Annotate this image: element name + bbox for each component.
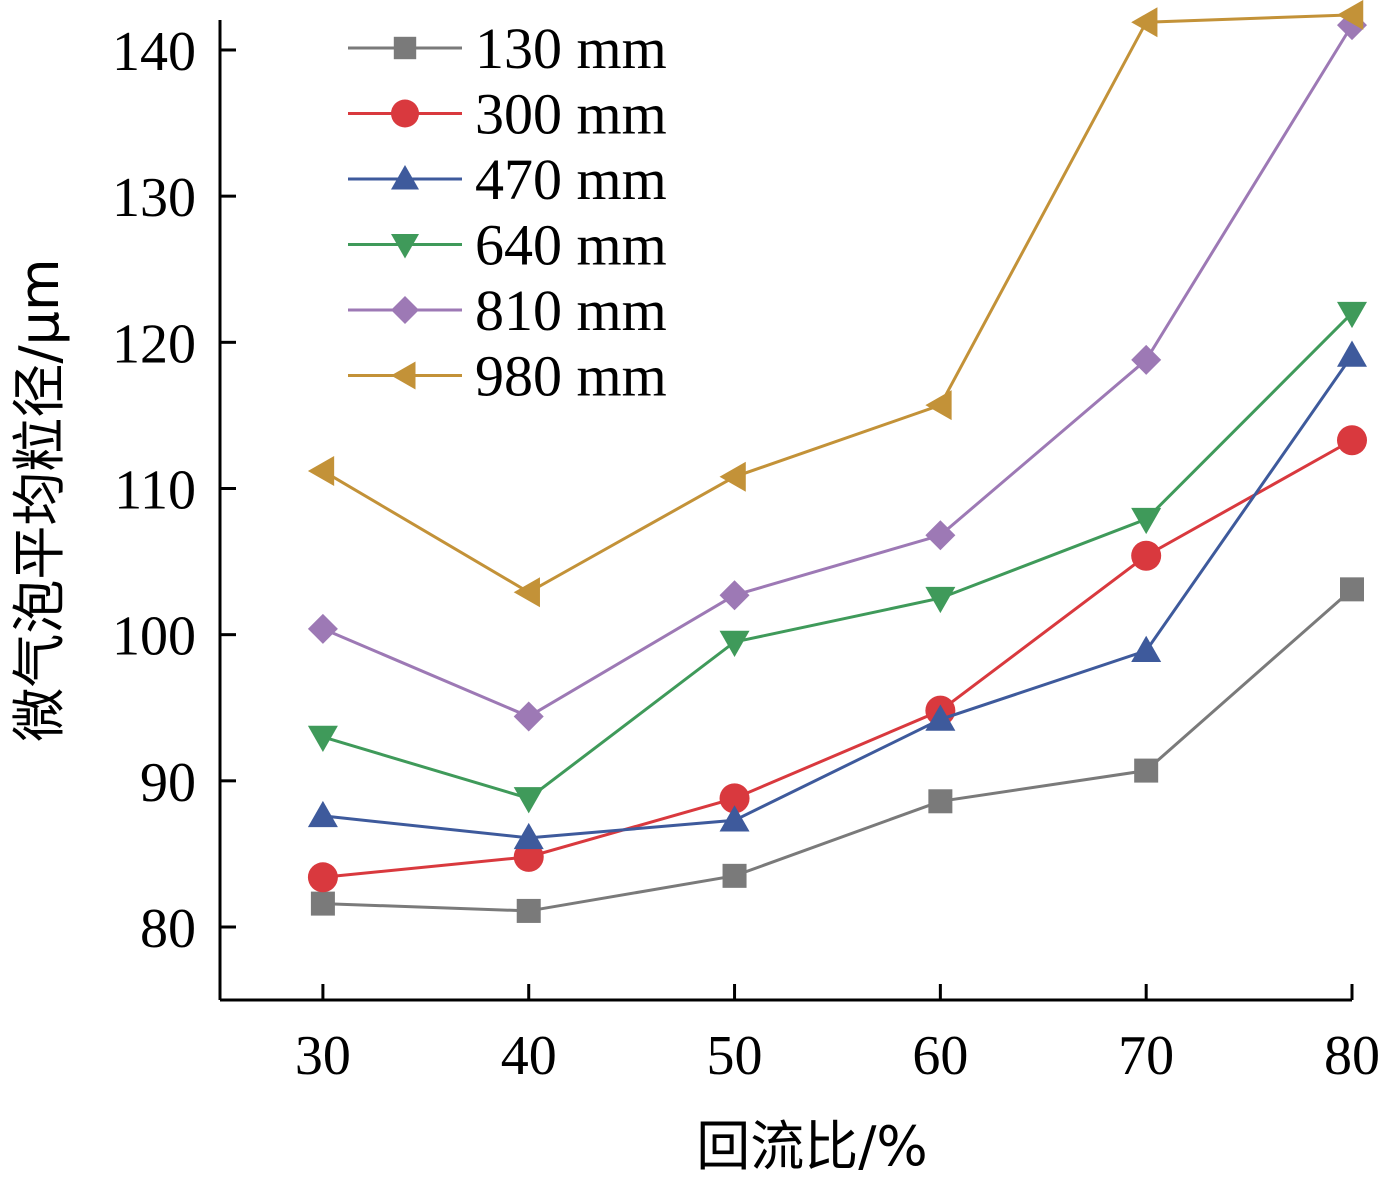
y-tick-label: 140 bbox=[112, 21, 196, 83]
data-point bbox=[513, 841, 544, 872]
data-point bbox=[1337, 425, 1367, 456]
data-point bbox=[307, 862, 338, 893]
y-tick-label: 120 bbox=[112, 313, 196, 375]
legend-label: 300 mm bbox=[475, 82, 667, 147]
data-point bbox=[1131, 507, 1162, 535]
data-point bbox=[1131, 540, 1162, 571]
series-300-mm bbox=[307, 425, 1367, 893]
series-470-mm bbox=[307, 340, 1367, 850]
legend-marker bbox=[391, 99, 419, 128]
data-point bbox=[719, 580, 750, 611]
data-point bbox=[513, 701, 544, 732]
data-point bbox=[925, 586, 956, 614]
x-tick-label: 50 bbox=[707, 1025, 763, 1087]
y-tick-label: 80 bbox=[140, 898, 196, 960]
data-point bbox=[719, 805, 750, 832]
x-tick-label: 40 bbox=[501, 1025, 557, 1087]
x-tick-label: 30 bbox=[295, 1025, 351, 1087]
data-point bbox=[1337, 301, 1367, 329]
x-axis-title: 回流比/% bbox=[696, 1115, 928, 1178]
x-tick-label: 80 bbox=[1324, 1025, 1380, 1087]
y-tick-label: 110 bbox=[114, 459, 196, 521]
y-axis-title: 微气泡平均粒径/μm bbox=[8, 258, 71, 741]
legend-item: 640 mm bbox=[348, 213, 667, 278]
series-line bbox=[322, 438, 1353, 879]
data-point bbox=[513, 787, 544, 814]
legend-item: 470 mm bbox=[348, 147, 667, 212]
data-point bbox=[1131, 7, 1158, 38]
data-point bbox=[1134, 758, 1159, 783]
data-point bbox=[1340, 577, 1364, 602]
data-point bbox=[513, 577, 540, 608]
data-point bbox=[1131, 635, 1162, 662]
x-tick-label: 70 bbox=[1118, 1025, 1174, 1087]
legend-item: 130 mm bbox=[348, 16, 667, 81]
data-point bbox=[513, 822, 544, 850]
legend-marker bbox=[391, 234, 419, 259]
axes: 80 90 100 110 120 130 140 30 40 50 60 70 80 bbox=[112, 20, 1380, 1087]
data-point bbox=[1131, 344, 1162, 375]
data-point bbox=[925, 520, 956, 551]
series-line bbox=[322, 312, 1354, 801]
data-point bbox=[310, 891, 335, 916]
series-130-mm bbox=[310, 577, 1364, 923]
data-point bbox=[722, 863, 747, 888]
data-point bbox=[1337, 340, 1367, 367]
legend-marker bbox=[391, 361, 416, 390]
data-point bbox=[516, 898, 541, 923]
data-point bbox=[925, 704, 956, 731]
series-980-mm bbox=[307, 0, 1364, 608]
legend-item: 300 mm bbox=[348, 82, 667, 147]
data-point bbox=[307, 613, 338, 644]
legend-marker bbox=[391, 165, 419, 190]
data-point bbox=[307, 800, 338, 828]
data-point bbox=[719, 461, 746, 492]
data-point bbox=[307, 725, 338, 752]
series-line bbox=[322, 13, 1353, 595]
data-point bbox=[307, 455, 335, 486]
legend-item: 810 mm bbox=[348, 278, 667, 343]
legend-marker bbox=[391, 296, 419, 324]
legend-item: 980 mm bbox=[348, 344, 667, 409]
legend-label: 470 mm bbox=[475, 147, 667, 212]
y-tick-label: 130 bbox=[112, 167, 196, 229]
y-tick-label: 100 bbox=[112, 606, 196, 668]
series-line bbox=[322, 588, 1353, 913]
y-tick-label: 90 bbox=[140, 752, 196, 814]
legend-marker bbox=[393, 36, 417, 60]
data-point bbox=[719, 783, 750, 814]
series-line bbox=[322, 354, 1354, 840]
series-810-mm bbox=[307, 10, 1367, 732]
series-layer bbox=[307, 0, 1367, 923]
series-640-mm bbox=[307, 301, 1367, 814]
data-point bbox=[928, 789, 953, 814]
legend-label: 130 mm bbox=[475, 16, 667, 81]
series-line bbox=[322, 24, 1354, 719]
legend-label: 810 mm bbox=[475, 278, 667, 343]
data-point bbox=[719, 630, 750, 657]
x-tick-label: 60 bbox=[912, 1025, 968, 1087]
data-point bbox=[1337, 0, 1364, 30]
legend-label: 980 mm bbox=[475, 344, 667, 409]
legend-label: 640 mm bbox=[475, 213, 667, 278]
data-point bbox=[925, 390, 952, 421]
